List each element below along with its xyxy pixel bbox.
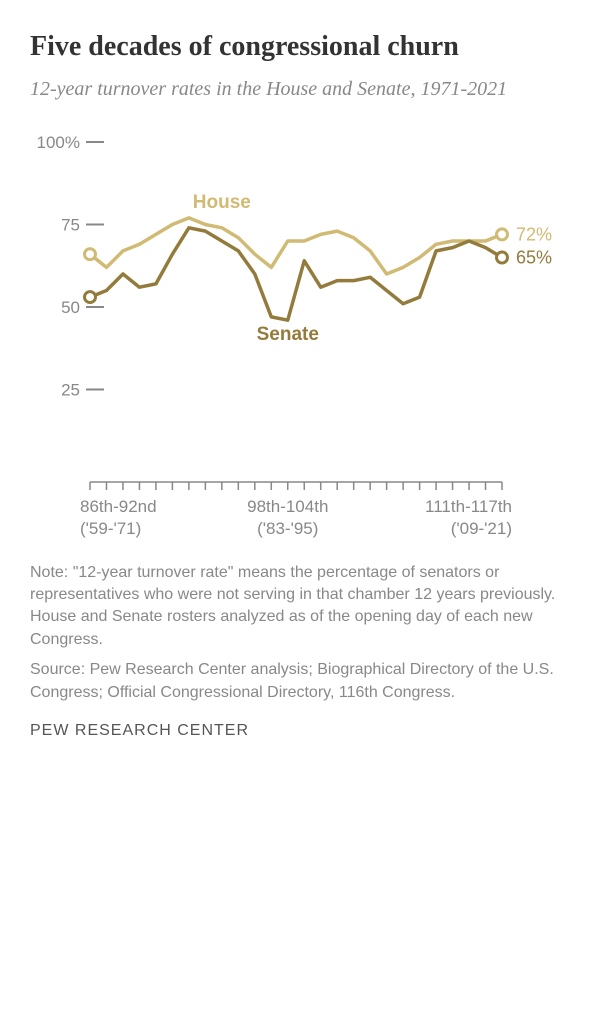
svg-text:65%: 65%: [516, 247, 552, 267]
svg-text:House: House: [193, 192, 251, 213]
chart-note: Note: "12-year turnover rate" means the …: [30, 562, 582, 652]
svg-text:111th-117th: 111th-117th: [425, 497, 512, 516]
svg-text:('09-'21): ('09-'21): [451, 519, 512, 538]
svg-text:72%: 72%: [516, 224, 552, 244]
svg-text:('83-'95): ('83-'95): [257, 519, 318, 538]
svg-text:75: 75: [61, 215, 80, 234]
chart-title: Five decades of congressional churn: [30, 30, 582, 64]
svg-text:86th-92nd: 86th-92nd: [80, 497, 157, 516]
svg-text:50: 50: [61, 298, 80, 317]
svg-text:25: 25: [61, 380, 80, 399]
svg-text:100%: 100%: [37, 133, 80, 152]
chart-container: 255075100%86th-92nd('59-'71)98th-104th('…: [30, 132, 582, 532]
chart-subtitle: 12-year turnover rates in the House and …: [30, 76, 582, 102]
line-chart: 25 50 75 100% 86th-92nd ('59-'71) 98th-104th ('…: [30, 132, 582, 562]
chart-source: Source: Pew Research Center analysis; Bi…: [30, 659, 582, 704]
svg-text:('59-'71): ('59-'71): [80, 519, 141, 538]
svg-text:98th-104th: 98th-104th: [247, 497, 328, 516]
brand-footer: PEW RESEARCH CENTER: [30, 722, 582, 740]
svg-text:Senate: Senate: [257, 324, 319, 345]
